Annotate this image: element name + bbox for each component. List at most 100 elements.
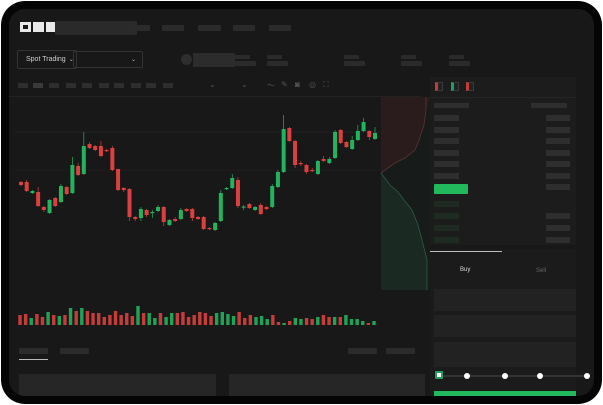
candle-body[interactable] xyxy=(167,220,172,225)
candle-body[interactable] xyxy=(264,207,269,209)
candle-body[interactable] xyxy=(235,180,240,206)
candle-body[interactable] xyxy=(150,212,155,214)
amount-slider-track[interactable] xyxy=(438,375,588,377)
fullscreen-icon[interactable]: ⛶ xyxy=(323,80,329,89)
bid-price[interactable] xyxy=(434,213,459,219)
candle-body[interactable] xyxy=(121,188,126,190)
candle-body[interactable] xyxy=(133,217,138,219)
candle-body[interactable] xyxy=(36,192,41,206)
candle-body[interactable] xyxy=(207,228,212,230)
candle-body[interactable] xyxy=(224,188,229,190)
slider-stop-25[interactable] xyxy=(464,373,470,379)
bottom-action[interactable] xyxy=(386,348,415,354)
candle-body[interactable] xyxy=(298,163,303,165)
candle-body[interactable] xyxy=(304,165,309,172)
candle-body[interactable] xyxy=(344,142,349,147)
indicator-dropdown-icon[interactable]: ⌄ xyxy=(209,80,216,89)
candle-body[interactable] xyxy=(58,186,63,202)
nav-item[interactable] xyxy=(128,25,150,31)
nav-item[interactable] xyxy=(269,25,291,31)
sell-tab[interactable]: Sell xyxy=(536,268,547,274)
candle-body[interactable] xyxy=(201,217,206,229)
candle-body[interactable] xyxy=(53,198,58,206)
candle-body[interactable] xyxy=(190,209,195,218)
candle-body[interactable] xyxy=(184,209,189,211)
timeframe-button[interactable] xyxy=(49,83,59,88)
camera-icon[interactable]: ◙ xyxy=(295,80,300,89)
candle-body[interactable] xyxy=(241,206,246,208)
timeframe-button[interactable] xyxy=(131,83,141,88)
orderbook-asks-icon[interactable] xyxy=(466,82,474,91)
candle-body[interactable] xyxy=(321,159,326,161)
ask-price[interactable] xyxy=(434,127,459,133)
candle-body[interactable] xyxy=(173,219,178,221)
timeframe-button[interactable] xyxy=(163,83,173,88)
orderbook-both-icon[interactable] xyxy=(435,82,443,91)
candle-body[interactable] xyxy=(70,165,75,193)
candle-body[interactable] xyxy=(275,172,280,187)
candle-body[interactable] xyxy=(110,148,115,170)
candle-body[interactable] xyxy=(373,133,377,139)
candle-body[interactable] xyxy=(338,130,343,143)
slider-stop-75[interactable] xyxy=(537,373,543,379)
candle-body[interactable] xyxy=(315,161,320,174)
timeframe-button[interactable] xyxy=(18,83,28,88)
timeframe-button[interactable] xyxy=(33,83,43,88)
tab-open-orders[interactable] xyxy=(19,348,48,354)
candle-body[interactable] xyxy=(93,146,98,150)
candle-body[interactable] xyxy=(367,131,372,137)
timeframe-button[interactable] xyxy=(146,83,156,88)
timeframe-button[interactable] xyxy=(99,83,109,88)
nav-item[interactable] xyxy=(162,25,184,31)
candle-body[interactable] xyxy=(81,146,86,174)
candle-body[interactable] xyxy=(333,132,338,158)
candle-body[interactable] xyxy=(293,141,298,165)
candle-body[interactable] xyxy=(24,182,29,191)
candle-body[interactable] xyxy=(47,200,52,213)
slider-stop-100[interactable] xyxy=(584,373,590,379)
ask-price[interactable] xyxy=(434,173,459,179)
candle-body[interactable] xyxy=(287,128,292,141)
candle-body[interactable] xyxy=(76,166,81,175)
amount-input[interactable] xyxy=(434,315,576,337)
search-bar[interactable] xyxy=(55,21,137,35)
ask-price[interactable] xyxy=(434,115,459,121)
nav-item[interactable] xyxy=(233,25,255,31)
total-input[interactable] xyxy=(434,342,576,367)
candle-body[interactable] xyxy=(281,129,286,172)
candle-body[interactable] xyxy=(230,178,235,188)
candle-body[interactable] xyxy=(127,189,132,217)
candle-body[interactable] xyxy=(310,170,315,172)
candle-body[interactable] xyxy=(327,159,332,163)
candle-body[interactable] xyxy=(116,169,121,190)
candle-body[interactable] xyxy=(64,187,69,194)
candle-body[interactable] xyxy=(178,210,183,219)
candle-body[interactable] xyxy=(247,204,252,208)
price-input[interactable] xyxy=(434,289,576,311)
candle-body[interactable] xyxy=(156,207,161,211)
bid-price[interactable] xyxy=(434,225,459,231)
candle-body[interactable] xyxy=(355,131,360,140)
candle-body[interactable] xyxy=(253,207,258,210)
candle-body[interactable] xyxy=(144,210,149,215)
candle-body[interactable] xyxy=(30,191,35,193)
tab-order-history[interactable] xyxy=(60,348,89,354)
settings-icon[interactable]: ◎ xyxy=(309,80,316,89)
line-tool-icon[interactable]: 〜 xyxy=(267,81,275,90)
ask-price[interactable] xyxy=(434,138,459,144)
candle-body[interactable] xyxy=(361,122,366,131)
spot-trading-dropdown[interactable]: Spot Trading ⌄ xyxy=(17,50,77,69)
candle-body[interactable] xyxy=(161,207,166,222)
slider-stop-50[interactable] xyxy=(502,373,508,379)
okx-logo[interactable] xyxy=(20,22,57,32)
candle-body[interactable] xyxy=(104,150,109,152)
candle-body[interactable] xyxy=(87,144,92,148)
orderbook-bids-icon[interactable] xyxy=(451,82,459,91)
candle-body[interactable] xyxy=(350,140,355,149)
candle-body[interactable] xyxy=(138,209,143,218)
timeframe-button[interactable] xyxy=(114,83,124,88)
bid-price[interactable] xyxy=(434,201,459,207)
candle-body[interactable] xyxy=(258,205,263,214)
pen-icon[interactable]: ✎ xyxy=(281,80,288,89)
